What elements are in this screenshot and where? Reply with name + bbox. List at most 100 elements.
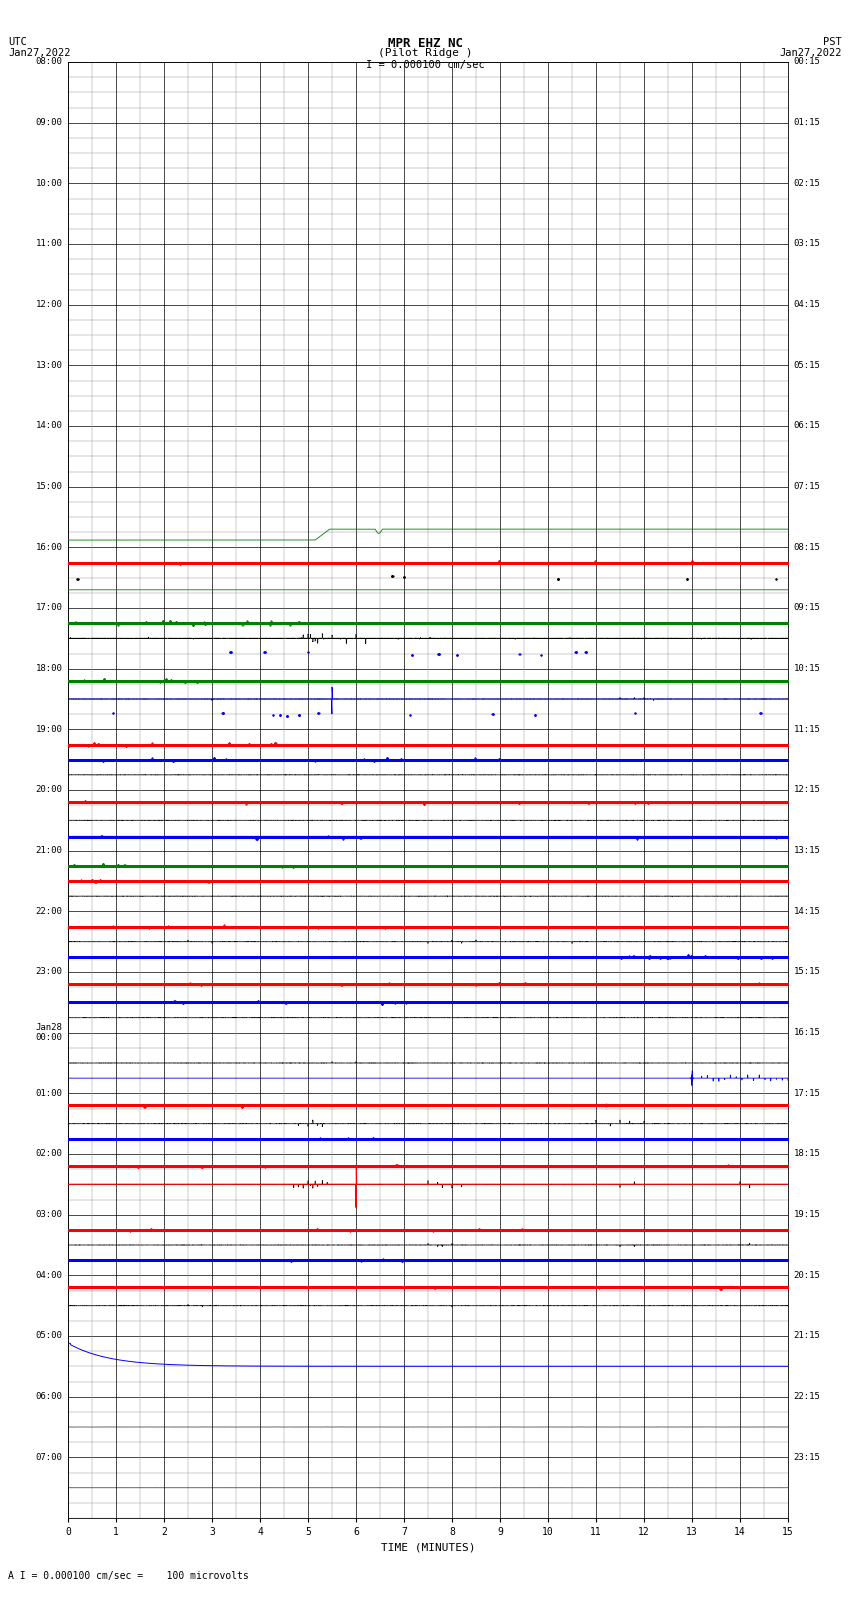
Point [404,702,417,727]
Point [224,639,237,665]
Point [432,642,445,668]
Point [292,702,306,727]
Point [397,565,411,590]
Point [450,642,463,668]
Point [513,640,526,666]
Point [529,702,542,727]
Text: 11:00: 11:00 [36,239,62,248]
Point [106,700,120,726]
Point [280,703,293,729]
Point [216,700,230,726]
Text: 03:00: 03:00 [36,1210,62,1219]
Point [529,702,542,727]
Point [266,702,280,727]
Point [529,702,542,727]
Point [397,565,411,590]
Point [302,639,315,665]
Point [71,566,84,592]
Point [579,639,592,665]
Point [450,642,463,668]
Text: 10:15: 10:15 [794,665,820,673]
Point [397,565,411,590]
Point [432,642,445,668]
Point [628,700,642,726]
Text: 17:00: 17:00 [36,603,62,613]
Text: 01:00: 01:00 [36,1089,62,1098]
Text: 21:15: 21:15 [794,1331,820,1340]
Point [551,566,564,592]
Text: 11:15: 11:15 [794,724,820,734]
Text: 02:15: 02:15 [794,179,820,187]
Text: 07:00: 07:00 [36,1453,62,1461]
Text: MPR EHZ NC: MPR EHZ NC [388,37,462,50]
Text: 18:15: 18:15 [794,1150,820,1158]
Text: 06:00: 06:00 [36,1392,62,1402]
Point [579,639,592,665]
Point [258,639,271,665]
Text: 09:15: 09:15 [794,603,820,613]
Point [292,702,305,727]
Point [312,700,326,726]
Point [405,642,419,668]
Point [397,565,411,590]
Point [513,640,526,666]
Point [280,703,294,729]
Point [385,563,399,589]
Text: 12:00: 12:00 [36,300,62,310]
Text: 16:00: 16:00 [36,544,62,552]
Text: (Pilot Ridge ): (Pilot Ridge ) [377,48,473,58]
Text: 18:00: 18:00 [36,665,62,673]
X-axis label: TIME (MINUTES): TIME (MINUTES) [381,1542,475,1553]
Point [534,642,547,668]
Text: PST: PST [823,37,842,47]
Point [551,566,564,592]
Text: 23:15: 23:15 [794,1453,820,1461]
Text: Jan27,2022: Jan27,2022 [8,48,71,58]
Point [579,639,592,665]
Point [292,702,306,727]
Point [570,639,583,665]
Text: 19:15: 19:15 [794,1210,820,1219]
Point [579,639,592,665]
Point [292,702,306,727]
Point [292,702,306,727]
Point [598,1092,612,1118]
Point [754,700,768,726]
Point [405,642,419,668]
Point [273,702,286,727]
Text: 15:15: 15:15 [794,968,820,976]
Point [485,700,499,726]
Text: 23:00: 23:00 [36,968,62,976]
Text: 22:15: 22:15 [794,1392,820,1402]
Point [386,563,400,589]
Point [311,700,325,726]
Point [405,642,419,668]
Text: 14:00: 14:00 [36,421,62,431]
Point [486,700,500,726]
Text: 07:15: 07:15 [794,482,820,492]
Text: 01:15: 01:15 [794,118,820,127]
Point [450,642,463,668]
Point [769,566,783,592]
Text: 08:15: 08:15 [794,544,820,552]
Text: 04:15: 04:15 [794,300,820,310]
Text: 13:15: 13:15 [794,847,820,855]
Point [312,700,326,726]
Point [569,639,582,665]
Point [216,700,230,726]
Text: 15:00: 15:00 [36,482,62,492]
Text: 03:15: 03:15 [794,239,820,248]
Point [386,563,400,589]
Point [769,566,783,592]
Point [386,563,400,589]
Point [485,700,499,726]
Point [302,639,315,665]
Text: 22:00: 22:00 [36,907,62,916]
Point [628,700,642,726]
Text: 21:00: 21:00 [36,847,62,855]
Text: 14:15: 14:15 [794,907,820,916]
Point [432,642,445,668]
Point [216,700,230,726]
Point [258,639,271,665]
Text: 08:00: 08:00 [36,58,62,66]
